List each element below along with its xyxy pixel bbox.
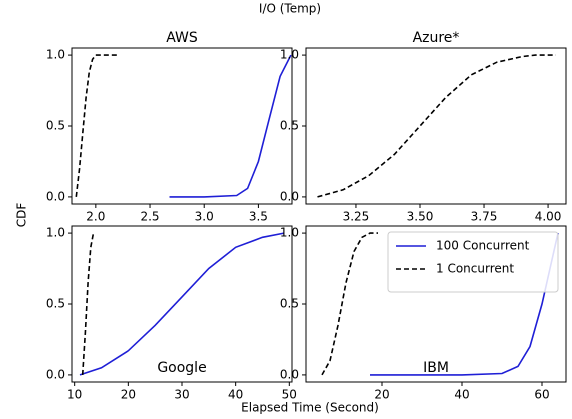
line (317, 54, 556, 198)
x-tick-label: 3.0 (195, 210, 214, 224)
axes-frame (305, 47, 567, 205)
x-tick-label: 20 (121, 388, 136, 402)
figure-title: I/O (Temp) (259, 2, 321, 16)
legend-label: 100 Concurrent (436, 239, 530, 253)
x-tick-label: 3.50 (407, 210, 434, 224)
y-tick-label: 1.0 (46, 48, 65, 62)
subplot: 0.0 0.5 1.0 20 40 60 IBM 100 Concurrent 1 Concur… (280, 225, 567, 402)
x-tick-label: 3.75 (471, 210, 498, 224)
y-tick-label: 0.0 (46, 367, 65, 381)
x-tick-label: 60 (534, 388, 549, 402)
subplot-title: Google (157, 360, 206, 376)
legend-box (387, 231, 559, 293)
axes-frame (71, 47, 293, 205)
y-tick-label: 1.0 (280, 226, 299, 240)
line (81, 232, 95, 375)
y-tick-label: 1.0 (46, 226, 65, 240)
subplot-title: Azure* (413, 30, 460, 46)
x-tick-label: 30 (174, 388, 189, 402)
y-tick-label: 0.5 (280, 297, 299, 311)
x-tick-label: 2.0 (86, 210, 105, 224)
x-tick-label: 4.00 (535, 210, 562, 224)
x-tick-label: 40 (228, 388, 243, 402)
line (169, 54, 292, 198)
y-tick-label: 1.0 (280, 48, 299, 62)
axes-frame (71, 225, 293, 383)
line (321, 232, 378, 376)
subplot-title: IBM (423, 360, 449, 376)
y-tick-label: 0.5 (46, 297, 65, 311)
subplot: 0.0 0.5 1.0 3.25 3.50 3.75 4.00 Azure* (280, 30, 567, 224)
x-tick-label: 2.5 (140, 210, 159, 224)
y-tick-label: 0.5 (46, 119, 65, 133)
subplot-title: AWS (166, 30, 198, 46)
y-tick-label: 0.0 (46, 189, 65, 203)
x-tick-label: 3.5 (249, 210, 268, 224)
subplot: 0.0 0.5 1.0 10 20 30 40 50 Google (46, 225, 297, 402)
x-tick-label: 3.25 (343, 210, 370, 224)
x-tick-label: 10 (67, 388, 82, 402)
y-tick-label: 0.5 (280, 119, 299, 133)
subplot: 0.0 0.5 1.0 2.0 2.5 3.0 3.5 AWS (46, 30, 293, 224)
legend-label: 1 Concurrent (436, 262, 514, 276)
line (79, 232, 285, 376)
y-tick-label: 0.0 (280, 189, 299, 203)
x-tick-label: 40 (454, 388, 469, 402)
x-tick-label: 50 (282, 388, 297, 402)
line (75, 54, 120, 197)
y-tick-label: 0.0 (280, 367, 299, 381)
x-axis-label: Elapsed Time (Second) (241, 401, 379, 415)
y-axis-label: CDF (15, 203, 29, 228)
x-tick-label: 20 (374, 388, 389, 402)
